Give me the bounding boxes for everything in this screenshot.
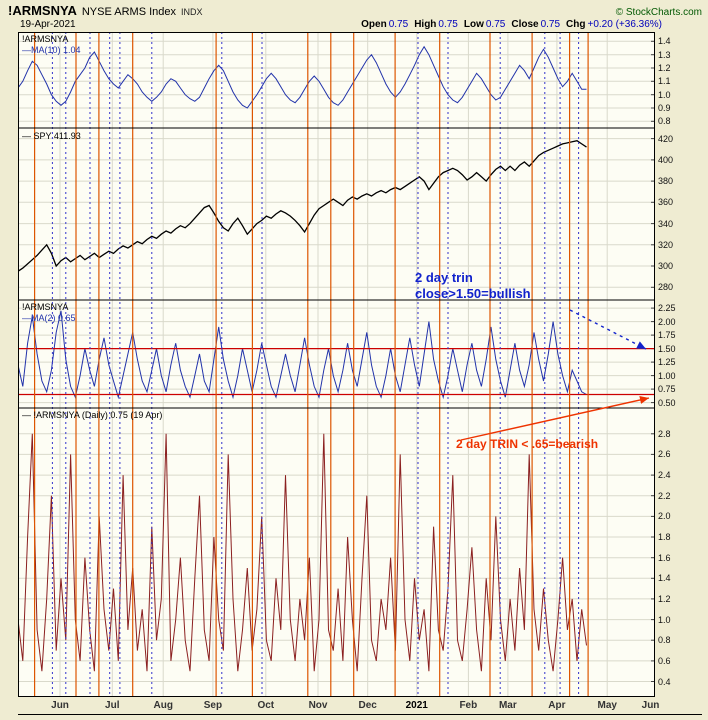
annotation-arrowhead <box>639 396 649 404</box>
!ARMSNYA MA(10)-series <box>18 45 587 109</box>
quote-open: Open 0.75 <box>361 19 409 30</box>
x-axis-month-label: Jun <box>641 700 660 711</box>
y-tick-label: 1.75 <box>658 330 676 341</box>
y-tick-label: 1.0 <box>658 614 671 625</box>
y-tick-label: 1.2 <box>658 63 671 73</box>
y-tick-label: 320 <box>658 239 674 250</box>
annotation-arrowhead <box>636 341 646 349</box>
y-tick-label: 1.3 <box>658 49 671 60</box>
x-axis-month-label: Mar <box>498 700 517 711</box>
panel3-ma2-legend: —MA(2) 0.65 <box>22 313 76 323</box>
SPY-series <box>18 140 587 272</box>
y-tick-label: 1.00 <box>658 370 676 381</box>
y-tick-label: 1.0 <box>658 89 671 100</box>
panel-3-svg <box>18 300 655 408</box>
symbol-title: !ARMSNYA <box>8 3 77 18</box>
y-tick-label: 0.6 <box>658 655 671 666</box>
panel-2-svg <box>18 128 655 300</box>
y-tick-label: 1.6 <box>658 552 671 563</box>
y-tick-label: 1.1 <box>658 76 671 87</box>
bullish-annotation-line1: 2 day trin <box>415 270 473 285</box>
y-tick-label: 1.4 <box>658 573 671 584</box>
y-tick-label: 0.8 <box>658 635 671 646</box>
x-axis-month-label: Oct <box>257 700 275 711</box>
y-tick-label: 0.8 <box>658 116 671 127</box>
y-tick-label: 0.4 <box>658 676 671 687</box>
y-tick-label: 0.50 <box>658 397 676 408</box>
x-axis-month-label: Apr <box>548 700 566 711</box>
y-tick-label: 280 <box>658 282 674 293</box>
quote-bar: Open 0.75 High 0.75 Low 0.75 Close 0.75 Chg +… <box>361 19 662 30</box>
chart-date: 19-Apr-2021 <box>20 19 76 30</box>
y-tick-label: 2.2 <box>658 490 671 501</box>
copyright-text: © StockCharts.com <box>615 7 702 18</box>
quote-high: High 0.75 <box>414 19 458 30</box>
exchange-label: INDX <box>181 7 203 17</box>
quote-change: Chg +0.20 (+36.36%) <box>566 19 662 30</box>
symbol-name: NYSE ARMS Index <box>81 6 177 18</box>
x-axis-month-label: Jul <box>105 700 120 711</box>
header-row-1: !ARMSNYA NYSE ARMS Index INDX © StockCha… <box>8 3 702 18</box>
y-tick-label: 380 <box>658 176 674 187</box>
!ARMSNYA Daily-series <box>18 433 587 672</box>
quote-low: Low 0.75 <box>463 19 506 30</box>
header-row-2: 19-Apr-2021 Open 0.75 High 0.75 Low 0.75 Cl… <box>20 19 662 30</box>
y-axis-labels: 1.4 1.3 1.2 1.1 1.0 0.9 0.8 420 400 380 360 340 320 3… <box>658 0 706 700</box>
bearish-annotation: 2 day TRIN < .65=bearish <box>456 437 599 451</box>
y-tick-label: 0.75 <box>658 384 676 395</box>
y-tick-label: 1.50 <box>658 343 676 354</box>
y-tick-label: 2.8 <box>658 428 671 439</box>
y-tick-label: 1.8 <box>658 532 671 543</box>
x-axis-month-label: 2021 <box>405 700 428 711</box>
x-axis-labels: Jun Jul Aug Sep Oct Nov Dec 2021 Feb Mar Apr May Jun <box>0 699 708 713</box>
x-axis-month-label: Nov <box>308 700 328 711</box>
panel3-symbol-label: !ARMSNYA <box>22 302 69 312</box>
quote-close: Close 0.75 <box>511 19 561 30</box>
y-tick-label: 1.25 <box>658 357 676 368</box>
x-axis-month-label: Aug <box>153 700 173 711</box>
panel4-daily-legend: — !ARMSNYA (Daily) 0.75 (19 Apr) <box>22 410 163 420</box>
y-tick-label: 1.4 <box>658 36 671 47</box>
panel1-symbol-label: !ARMSNYA <box>22 34 69 44</box>
bottom-axis-rule <box>18 714 702 715</box>
!ARMSNYA MA(2)-series <box>18 310 587 400</box>
panel-4-svg <box>18 408 655 697</box>
x-axis-month-label: Feb <box>459 700 478 711</box>
panel2-spy-legend: — SPY 411.93 <box>22 131 81 141</box>
panel1-ma10-legend: —MA(10) 1.04 <box>22 45 81 55</box>
y-tick-label: 2.6 <box>658 449 671 460</box>
bullish-annotation: 2 day trin close>1.50=bullish <box>415 270 531 302</box>
y-tick-label: 400 <box>658 154 674 165</box>
panel-1-svg <box>18 32 655 128</box>
y-tick-label: 2.00 <box>658 316 676 327</box>
y-tick-label: 2.0 <box>658 511 671 522</box>
y-tick-label: 2.25 <box>658 303 676 314</box>
y-tick-label: 420 <box>658 133 674 144</box>
y-tick-label: 0.9 <box>658 103 671 113</box>
x-axis-month-label: Sep <box>203 700 223 711</box>
x-axis-month-label: Jun <box>51 700 69 711</box>
y-tick-label: 1.2 <box>658 593 671 604</box>
y-tick-label: 300 <box>658 261 674 272</box>
y-tick-label: 360 <box>658 197 674 208</box>
y-tick-label: 340 <box>658 218 674 229</box>
chart-plot-area <box>18 32 655 697</box>
x-axis-month-label: May <box>597 700 617 711</box>
bullish-annotation-line2: close>1.50=bullish <box>415 286 531 301</box>
x-axis-month-label: Dec <box>358 700 377 711</box>
overlay-svg <box>18 32 655 697</box>
y-tick-label: 2.4 <box>658 470 671 481</box>
